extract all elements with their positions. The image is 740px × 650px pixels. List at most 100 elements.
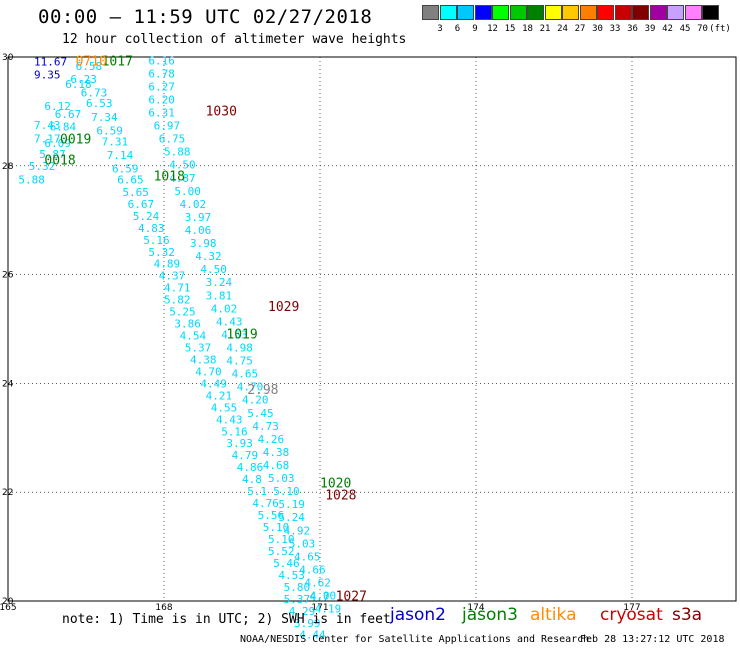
data-point-label: 4.55 — [211, 401, 238, 414]
data-point-label: 4.50 — [169, 159, 196, 172]
data-point-label: 7.14 — [107, 149, 134, 162]
timestamp: Feb 28 13:27:12 UTC 2018 — [580, 634, 725, 645]
data-point-label: 6.27 — [148, 80, 175, 93]
scale-label: 45 — [679, 24, 691, 34]
scale-swatch — [422, 5, 439, 20]
data-point-label: 4.83 — [138, 222, 165, 235]
data-point-label: 4.38 — [190, 353, 217, 366]
legend-jason3: jason3 — [462, 605, 518, 625]
pass-time-label: 1019 — [226, 327, 257, 342]
data-point-label: 4.76 — [252, 497, 279, 510]
data-point-label: 5.24 — [278, 511, 305, 524]
data-point-label: 5.52 — [268, 545, 295, 558]
scale-swatch — [562, 5, 579, 20]
data-point-label: 6.78 — [148, 67, 175, 80]
data-point-label: 5.45 — [247, 407, 274, 420]
data-point-label: 5.10 — [268, 533, 295, 546]
x-tick-label: 168 — [155, 603, 172, 613]
data-point-label: 5.88 — [18, 173, 45, 186]
scale-label: 33 — [609, 24, 621, 34]
data-point-label: 6.09 — [44, 137, 71, 150]
data-point-label: 5.37 — [185, 341, 212, 354]
data-point-label: 4.20 — [242, 394, 269, 407]
scale-swatch — [544, 5, 562, 20]
pass-time-label: 1018 — [154, 170, 185, 185]
scale-label: 3 — [437, 24, 443, 34]
data-point-label: 5.03 — [268, 472, 295, 485]
data-point-label: 5.1 — [247, 485, 267, 498]
data-point-label: 4.70 — [237, 381, 263, 394]
data-point-label: 4.65 — [232, 368, 259, 381]
pass-time-label: 1027 — [336, 590, 367, 605]
data-point-label: 6.58 — [76, 60, 103, 73]
scale-swatch — [667, 5, 684, 20]
data-point-label: 4.32 — [195, 250, 222, 263]
scale-label: 70 — [697, 24, 708, 34]
data-point-label: 4.89 — [154, 258, 181, 271]
data-point-label: 5.10 — [273, 485, 300, 498]
credit-line: NOAA/NESDIS Center for Satellite Applica… — [240, 634, 590, 645]
data-point-label: 4.71 — [164, 282, 191, 295]
data-point-label: 3.81 — [206, 289, 233, 302]
pass-time-label: 1028 — [325, 488, 356, 503]
data-point-label: 4.37 — [159, 270, 186, 283]
scale-label: 30 — [592, 24, 603, 34]
data-point-label: 4.43 — [216, 315, 243, 328]
x-tick-label: 165 — [0, 603, 17, 613]
data-point-label: 5.16 — [143, 234, 170, 247]
data-point-label: 3.99 — [294, 617, 321, 630]
data-point-label: 4.54 — [180, 330, 207, 343]
data-point-label: 3.97 — [185, 211, 212, 224]
data-point-label: 5.03 — [289, 537, 316, 550]
scale-label: 39 — [644, 24, 656, 34]
data-point-label: 9.35 — [34, 68, 61, 81]
data-point-label: 7.17 — [34, 133, 61, 146]
data-point-label: 11.67 — [34, 55, 67, 68]
data-point-label: 6.53 — [86, 97, 113, 110]
data-point-label: 6.18 — [65, 78, 92, 91]
data-point-label: 6.73 — [81, 86, 108, 99]
data-point-label: 4.8 — [242, 473, 262, 486]
legend-jason2: jason2 — [390, 605, 446, 625]
scale-swatch — [474, 5, 492, 20]
data-point-label: 5.46 — [273, 557, 300, 570]
scale-label: 18 — [522, 24, 533, 34]
data-point-label: 6.59 — [112, 163, 139, 176]
data-point-label: 5.24 — [133, 210, 160, 223]
scale-label: 27 — [574, 24, 586, 34]
data-point-label: 6.12 — [44, 100, 71, 113]
data-point-label: 4.19 — [315, 603, 342, 616]
legend-cryosat: cryosat — [600, 605, 663, 625]
data-point-label: 3.93 — [226, 437, 253, 450]
data-point-label: 5.56 — [258, 509, 285, 522]
data-point-label: 4.70 — [195, 365, 222, 378]
data-point-label: 5.32 — [29, 160, 56, 173]
data-point-label: 6.23 — [70, 73, 97, 86]
scale-label: 36 — [627, 24, 638, 34]
data-point-label: 5.82 — [164, 294, 191, 307]
data-point-label: 4.79 — [232, 449, 259, 462]
scale-swatch — [457, 5, 474, 20]
scale-swatch — [439, 5, 457, 20]
data-point-label: 4.98 — [226, 341, 253, 354]
data-point-label: 5.37 — [284, 593, 311, 606]
data-point-label: 4.49 — [200, 377, 227, 390]
pass-time-label: 1030 — [206, 104, 237, 119]
scale-swatch — [579, 5, 597, 20]
data-point-label: 6.67 — [55, 108, 82, 121]
data-point-label: 3.98 — [190, 237, 217, 250]
data-point-label: 5.25 — [169, 306, 196, 319]
plot-frame — [7, 56, 737, 602]
pass-time-label: 1020 — [320, 476, 351, 491]
x-tick-label: 171 — [311, 603, 328, 613]
data-point-label: 4.38 — [263, 446, 290, 459]
y-tick-label: 22 — [2, 488, 13, 498]
data-point-label: 4.66 — [299, 563, 326, 576]
data-point-label: 4.68 — [263, 459, 290, 472]
data-point-label: 6.31 — [148, 106, 175, 119]
data-point-label: 4.02 — [180, 198, 207, 211]
x-tick-label: 174 — [467, 603, 484, 613]
data-point-label: 4.21 — [206, 389, 233, 402]
data-point-label: 5.65 — [122, 186, 148, 199]
